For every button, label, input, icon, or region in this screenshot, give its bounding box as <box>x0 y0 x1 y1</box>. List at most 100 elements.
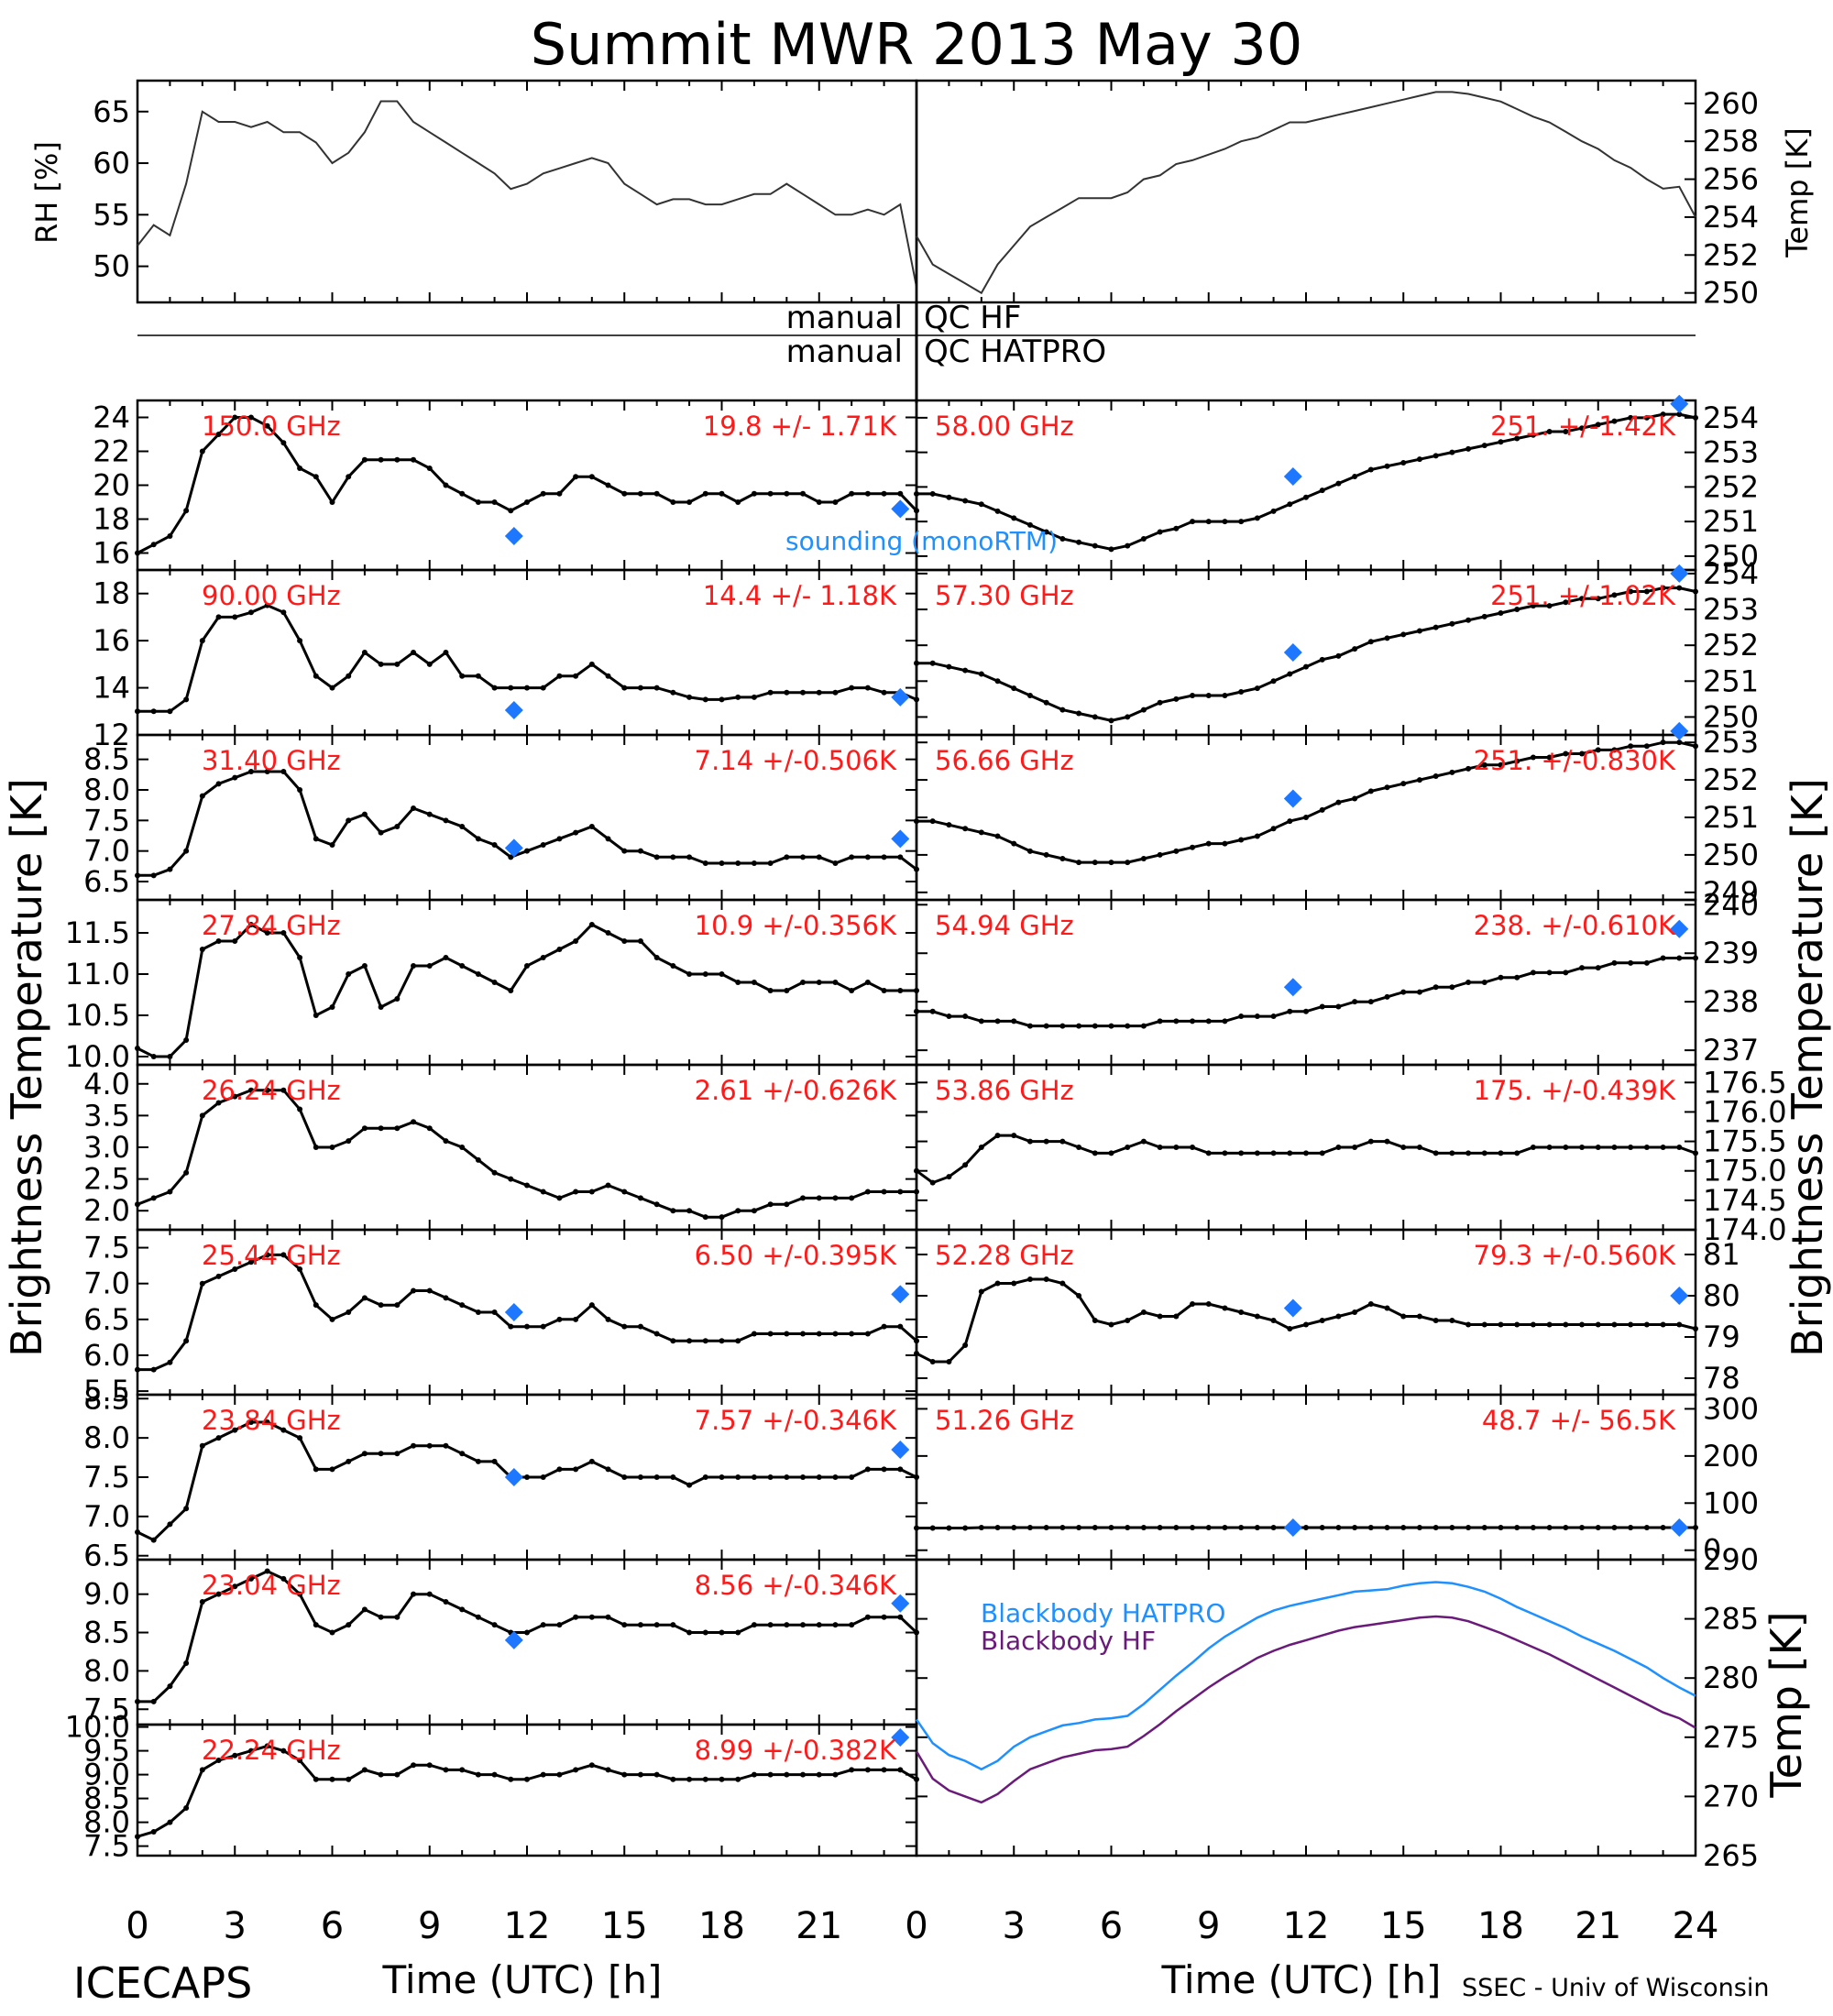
right-panel-1-data-point <box>1530 603 1536 609</box>
right-panel-4-data-point <box>1498 1150 1504 1156</box>
right-panel-5-sounding-marker <box>1670 1287 1689 1305</box>
right-panel-5-data-point <box>1611 1321 1618 1328</box>
left-panel-6-data-point <box>832 1474 839 1480</box>
left-panel-2-data-point <box>588 824 595 829</box>
right-panel-2-data-point <box>1125 860 1131 866</box>
right-panel-0-data-point <box>1465 445 1472 452</box>
right-panel-6-channel-label: 51.26 GHz <box>935 1405 1074 1436</box>
right-panel-1-data-point <box>1676 585 1683 591</box>
left-panel-4-data-point <box>816 1195 822 1201</box>
right-panel-0-data-point <box>1432 453 1439 459</box>
right-panel-4-data-point <box>1514 1150 1520 1156</box>
left-panel-6-data-point <box>767 1474 774 1480</box>
left-panel-0-data-point <box>881 490 887 497</box>
left-panel-4-data-point <box>394 1125 401 1132</box>
right-panel-2-data-point <box>1693 743 1698 750</box>
left-panel-8-data-point <box>849 1767 855 1773</box>
right-panel-6-data-point <box>1140 1525 1147 1531</box>
left-panel-6-data-point <box>719 1474 725 1480</box>
left-panel-3-ytick-label: 10.5 <box>65 998 130 1033</box>
left-panel-3-data-point <box>426 963 433 969</box>
blackbody-ytick-label: 270 <box>1703 1779 1759 1813</box>
right-panel-3-data-point <box>962 1013 969 1020</box>
right-panel-6-data-point <box>1352 1525 1358 1531</box>
left-panel-5-data-point <box>361 1295 368 1301</box>
left-panel-3-data-point <box>135 1046 140 1051</box>
right-panel-4-data-point <box>1319 1150 1325 1156</box>
right-panel-0-data-point <box>1676 411 1683 418</box>
right-panel-5-data-point <box>1076 1293 1082 1298</box>
left-panel-2-channel-label: 31.40 GHz <box>202 745 341 776</box>
right-panel-0-data-point <box>1319 488 1325 494</box>
left-panel-7-data-point <box>183 1660 190 1667</box>
right-panel-4-data-point <box>1352 1145 1358 1150</box>
right-panel-1-channel-label: 57.30 GHz <box>935 580 1074 611</box>
left-panel-3-data-point <box>150 1054 157 1059</box>
left-panel-1-data-point <box>767 689 774 696</box>
left-panel-7-data-point <box>135 1698 140 1704</box>
left-panel-0-data-point <box>832 499 839 505</box>
right-panel-6-data-point <box>1514 1525 1520 1531</box>
left-panel-2-data-point <box>167 866 173 872</box>
left-panel-5-ytick-label: 6.0 <box>83 1338 130 1373</box>
right-panel-1-data-point <box>1108 718 1114 724</box>
left-panel-4-data-point <box>800 1195 807 1201</box>
left-panel-1-sounding-marker <box>891 687 910 707</box>
right-panel-4-data-point <box>1432 1150 1439 1156</box>
left-panel-4-data-point <box>540 1189 546 1195</box>
right-panel-2-data-point <box>1254 833 1260 839</box>
left-panel-0-ytick-label: 20 <box>93 468 130 503</box>
left-panel-4-data-point <box>247 1087 254 1093</box>
right-panel-0-data-point <box>978 501 984 508</box>
left-panel-1-data-point <box>329 685 335 691</box>
right-panel-0-data-point <box>1367 466 1374 473</box>
left-panel-6-data-point <box>573 1466 579 1473</box>
right-panel-3-stat-label: 238. +/-0.610K <box>1474 910 1676 941</box>
right-xtick-label: 15 <box>1380 1905 1427 1947</box>
left-panel-6-data-point <box>411 1442 417 1449</box>
left-panel-2-ytick-label: 6.5 <box>83 864 130 899</box>
right-panel-2-data-point <box>1157 851 1163 858</box>
right-panel-6-data-point <box>1222 1525 1228 1531</box>
left-panel-1-data-point <box>346 673 352 679</box>
left-panel-6-data-point <box>426 1442 433 1449</box>
x-axis-label-left: Time (UTC) [h] <box>382 1957 663 2002</box>
left-panel-6-data-point <box>361 1451 368 1457</box>
right-panel-5-data-point <box>1481 1321 1487 1328</box>
right-panel-4-data-point <box>1108 1150 1114 1156</box>
right-panel-5-data-point <box>994 1280 1001 1287</box>
right-panel-3-ytick-label: 240 <box>1703 887 1759 922</box>
right-panel-4-data-point <box>1367 1138 1374 1145</box>
left-panel-1-ytick-label: 18 <box>93 576 130 611</box>
qc-text-hf: QC HF <box>924 300 1021 336</box>
left-panel-4-series-line <box>137 1089 916 1219</box>
left-panel-1-data-point <box>232 614 238 620</box>
right-panel-4-data-point <box>1173 1145 1180 1150</box>
left-panel-5-data-point <box>313 1302 319 1309</box>
right-panel-1-data-point <box>1092 714 1098 720</box>
right-panel-6-data-point <box>1449 1525 1455 1531</box>
right-panel-5-data-point <box>1205 1301 1212 1307</box>
left-panel-1-data-point <box>605 673 611 679</box>
right-panel-0-data-point <box>1628 414 1634 421</box>
left-panel-6-data-point <box>215 1435 222 1441</box>
right-panel-3-series-line <box>916 957 1696 1028</box>
right-panel-3-data-point <box>1270 1013 1277 1020</box>
left-panel-5-data-point <box>280 1252 287 1258</box>
left-panel-8-data-point <box>719 1776 725 1782</box>
left-panel-8-sounding-marker <box>891 1728 910 1748</box>
right-panel-6-data-point <box>1026 1525 1033 1531</box>
right-panel-5-data-point <box>1319 1318 1325 1323</box>
left-panel-3-data-point <box>864 980 871 985</box>
right-panel-4-data-point <box>1140 1138 1147 1145</box>
left-panel-2-data-point <box>426 811 433 817</box>
blackbody-ylabel: Temp [K] <box>1762 1611 1811 1798</box>
right-panel-4-data-point <box>978 1145 984 1150</box>
left-panel-7-data-point <box>247 1575 254 1582</box>
right-panel-2-data-point <box>1238 837 1245 843</box>
left-panel-0-data-point <box>686 499 693 505</box>
left-panel-8-stat-label: 8.99 +/-0.382K <box>695 1735 897 1766</box>
left-panel-6-data-point <box>199 1442 205 1449</box>
left-panel-2-data-point <box>637 848 643 854</box>
